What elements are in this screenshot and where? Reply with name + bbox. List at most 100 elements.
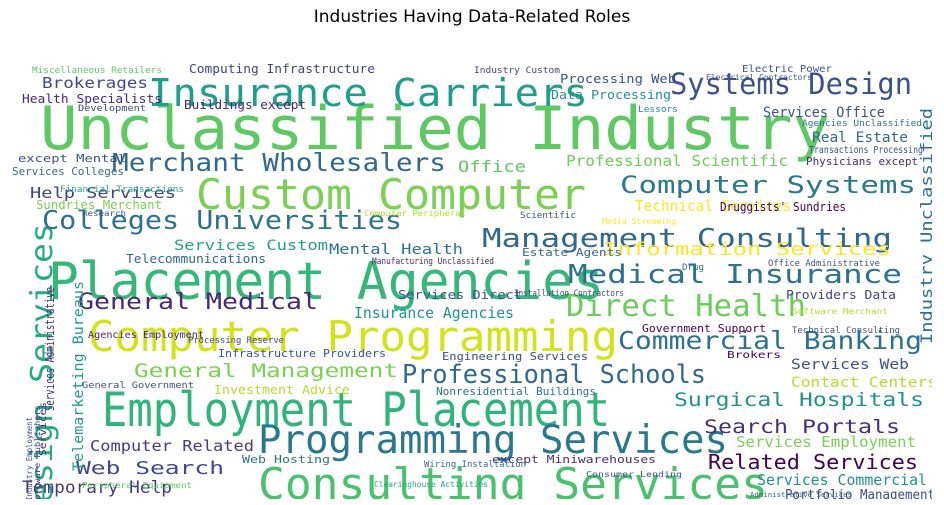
cloud-word: Sundries Merchant xyxy=(36,198,162,212)
cloud-word: Transactions Processing xyxy=(809,145,923,156)
cloud-word: Portfolio Management xyxy=(785,488,932,499)
cloud-word: Search Portals xyxy=(704,416,900,438)
cloud-word: Surgical Hospitals xyxy=(674,389,924,411)
cloud-word: Services xyxy=(38,402,49,456)
cloud-word: Health Specialists xyxy=(22,92,162,106)
cloud-word: Help Services xyxy=(30,184,176,202)
cloud-word: Processing Web xyxy=(560,72,676,86)
cloud-word: Investment Advice xyxy=(214,383,350,397)
cloud-word: Nonresidential Buildings xyxy=(436,385,596,398)
cloud-word: Drug xyxy=(682,263,704,273)
cloud-word: Installation Contractors xyxy=(514,289,624,299)
cloud-word: Brokers xyxy=(727,350,781,361)
cloud-word: Insurance Agencies xyxy=(354,304,514,322)
cloud-word: Development xyxy=(78,104,146,114)
cloud-word: Professional Schools xyxy=(402,360,706,390)
cloud-word: Technical Services xyxy=(635,197,791,215)
cloud-word: Government Support xyxy=(642,322,766,335)
cloud-word: Druggists' Sundries xyxy=(720,200,846,214)
cloud-word: Direct Health xyxy=(566,289,806,324)
cloud-word: Agencies Unclassified xyxy=(802,119,922,129)
cloud-word: Insurance Carriers xyxy=(148,71,588,115)
cloud-word: Employment Placement xyxy=(102,383,610,438)
cloud-word: Placement Agencies xyxy=(48,252,604,312)
cloud-word: Services Office xyxy=(763,105,885,121)
cloud-word: Office xyxy=(458,157,526,176)
cloud-word: except Mental xyxy=(18,152,126,165)
cloud-word: Agencies Employment xyxy=(88,330,204,341)
cloud-word: Data Processing xyxy=(551,88,671,102)
cloud-word: Infrastructure Providers xyxy=(218,347,386,360)
cloud-word: Research xyxy=(82,209,126,218)
cloud-word: Web Hosting xyxy=(242,453,330,466)
cloud-word: Unclassified Industry xyxy=(40,94,830,164)
cloud-word: Medical Insurance xyxy=(568,260,902,290)
chart-title: Industries Having Data-Related Roles xyxy=(313,7,631,27)
cloud-word: Software Publishers xyxy=(33,405,42,499)
word-cloud-panel: Unclassified Industry Placement Agencies E… xyxy=(12,31,932,499)
cloud-word: Professional Scientific xyxy=(566,152,788,170)
cloud-word: Services Direct xyxy=(398,288,522,302)
cloud-word: Providers Data xyxy=(786,288,896,302)
cloud-word: Scientific xyxy=(520,211,576,221)
cloud-word: Programming Services xyxy=(258,418,728,463)
cloud-word: Real Estate xyxy=(812,130,908,146)
cloud-word: General Government xyxy=(82,381,194,391)
cloud-word: Temporary Help xyxy=(22,478,172,498)
cloud-word: Technical Consulting xyxy=(792,326,900,336)
cloud-word: Design Services xyxy=(25,223,60,499)
cloud-word: Manufacturing Unclassified xyxy=(372,257,494,267)
cloud-word: Information Services xyxy=(603,239,891,260)
cloud-word: Physicians except xyxy=(806,155,918,168)
cloud-word: Web Search xyxy=(76,458,224,479)
cloud-word: Wiring Installation xyxy=(424,460,526,470)
cloud-word: Services Custom xyxy=(174,238,328,254)
cloud-word: Consumer Lending xyxy=(586,470,682,479)
cloud-word: Computer Related xyxy=(90,437,254,455)
cloud-word: Computer Programming xyxy=(88,312,618,361)
cloud-word: Software Merchant xyxy=(792,307,888,316)
cloud-word: Services Web xyxy=(791,357,909,373)
cloud-word: Estate Agents xyxy=(522,246,622,259)
cloud-word: Peripheral Equipment xyxy=(82,481,192,490)
cloud-word: Industry Unclassified xyxy=(917,108,932,344)
cloud-word: Services Colleges xyxy=(12,165,124,178)
cloud-word: Telemarketing Bureaus xyxy=(71,281,87,471)
cloud-word: Engineering Services xyxy=(442,350,588,363)
cloud-word: Processing Reserve xyxy=(188,336,284,346)
cloud-word: Telecommunications xyxy=(126,252,266,266)
cloud-word: Services Unclassified xyxy=(132,496,476,499)
cloud-word: Electric Power xyxy=(742,64,832,75)
cloud-word: General Management xyxy=(134,360,398,382)
cloud-word: Clearinghouse Activities xyxy=(374,480,488,489)
cloud-word: Services Employment xyxy=(736,433,916,451)
cloud-word: Electrical Contractors xyxy=(706,73,812,82)
cloud-word: Industry Employment xyxy=(25,417,34,499)
cloud-word: Commercial Banking xyxy=(618,326,922,355)
cloud-word: Office Administrative xyxy=(768,259,880,269)
cloud-word: Related Services xyxy=(708,450,918,474)
cloud-word: Media Streaming xyxy=(602,217,676,226)
cloud-word: Computing Infrastructure xyxy=(189,62,375,76)
cloud-word: Management Consulting xyxy=(482,224,892,254)
cloud-word: Miscellaneous Retailers xyxy=(32,66,162,76)
cloud-word: Services Administrative xyxy=(43,287,57,411)
cloud-word: Colleges Universities xyxy=(42,206,402,236)
cloud-word: Administrative Management xyxy=(522,497,902,499)
cloud-word: Mental Health xyxy=(329,242,463,258)
cloud-word: Custom Computer xyxy=(196,170,586,219)
cloud-word: Buildings except xyxy=(184,98,306,112)
cloud-word: Merchant Wholesalers xyxy=(112,148,446,177)
cloud-word: Systems Design xyxy=(670,67,912,101)
cloud-word: except Miniwarehouses xyxy=(492,453,656,466)
cloud-word: Industry Custom xyxy=(474,66,560,76)
cloud-word: Brokerages xyxy=(42,74,148,92)
cloud-word: Financial Transactions xyxy=(60,185,184,195)
cloud-word: Consulting Services xyxy=(258,459,768,499)
cloud-word: Administrative Services xyxy=(750,491,852,499)
cloud-word: Computer Systems xyxy=(620,171,916,199)
cloud-word: General Medical xyxy=(78,290,318,315)
cloud-word: Computer Peripheral xyxy=(364,209,466,218)
cloud-word: Services Commercial xyxy=(757,471,927,489)
